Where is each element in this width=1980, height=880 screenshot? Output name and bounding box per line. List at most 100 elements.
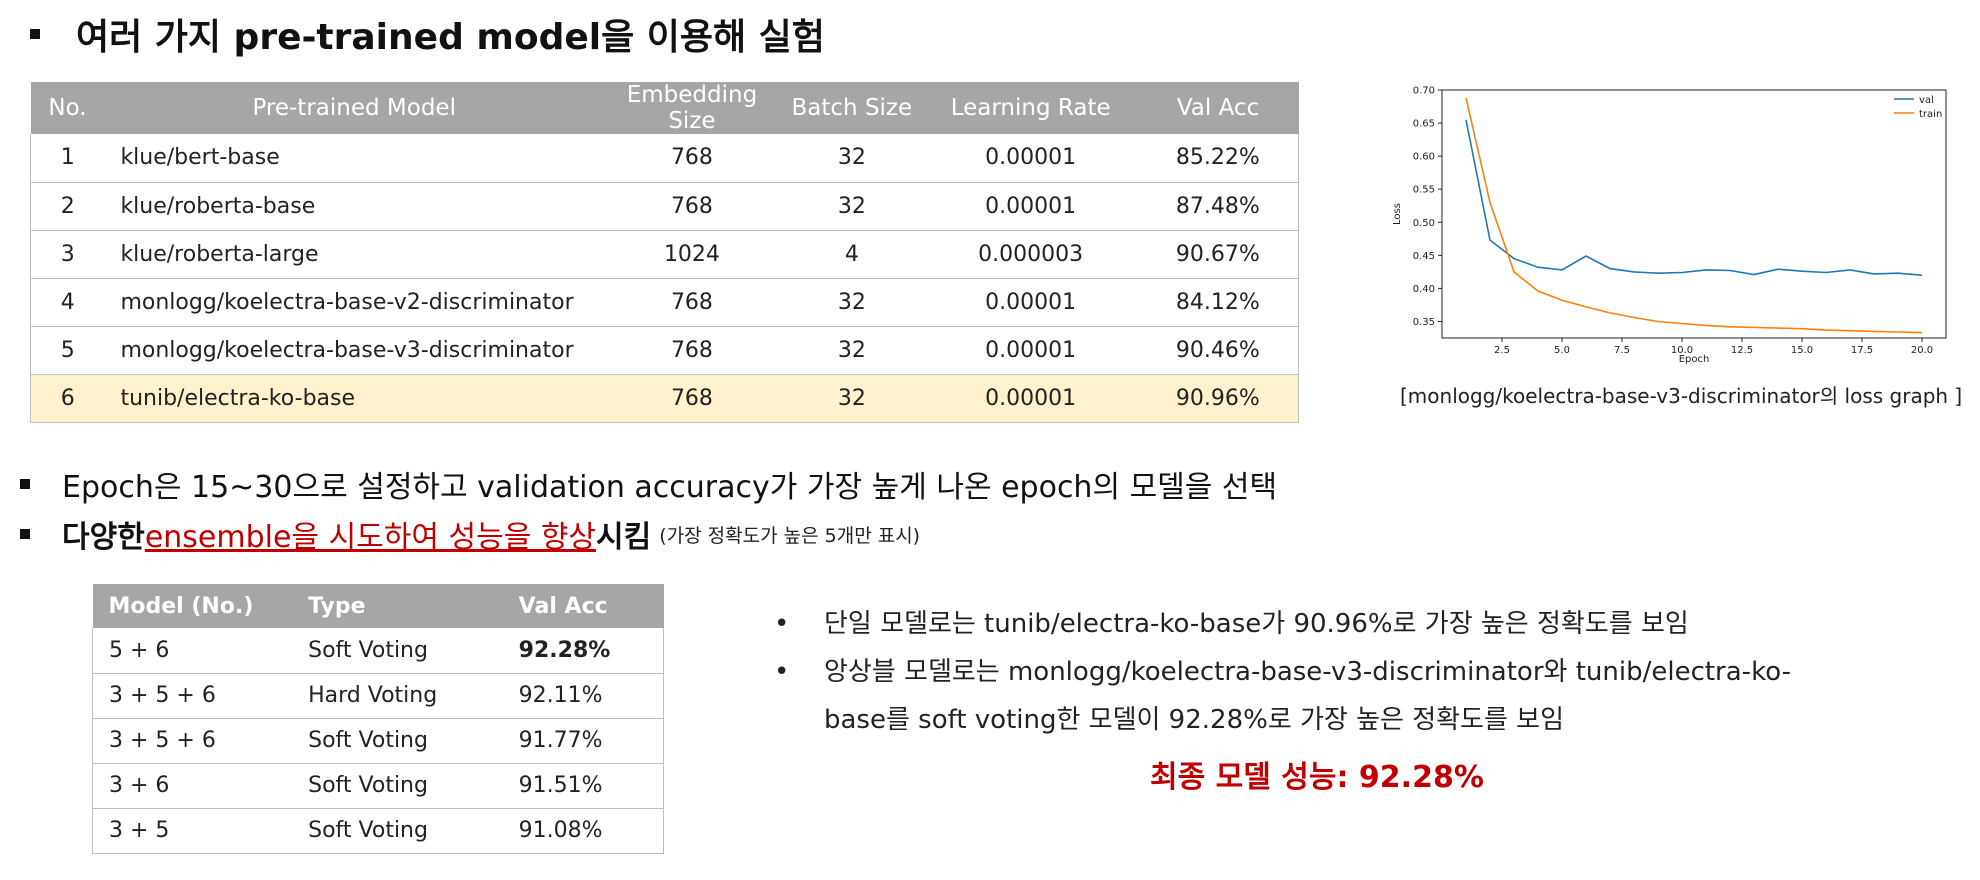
cell-val-acc: 91.08%: [502, 808, 664, 854]
table-row: 3 klue/roberta-large 1024 4 0.000003 90.…: [30, 230, 1299, 279]
chart-series: [1465, 97, 1923, 334]
model-table-header-embedding: Embedding Size: [603, 82, 780, 134]
table-row-highlighted: 6 tunib/electra-ko-base 768 32 0.00001 9…: [30, 374, 1299, 423]
cell-no: 2: [30, 182, 105, 231]
cell-learning-rate: 0.00001: [923, 278, 1138, 327]
cell-batch-size: 32: [779, 374, 924, 423]
legend-label-train: train: [1919, 109, 1942, 120]
cell-embedding-size: 768: [603, 134, 780, 183]
round-bullet-icon: •: [774, 609, 790, 639]
bullet-epoch-selection: Epoch은 15~30으로 설정하고 validation accuracy가…: [20, 462, 1277, 506]
y-tick-label: 0.55: [1413, 185, 1435, 196]
cell-model-name: klue/roberta-large: [104, 230, 604, 279]
ensemble-table-header-row: Model (No.) Type Val Acc: [92, 584, 664, 628]
legend-label-val: val: [1919, 95, 1934, 106]
cell-learning-rate: 0.00001: [923, 182, 1138, 231]
square-bullet-icon: [30, 29, 40, 39]
slide-title: 여러 가지 pre-trained model을 이용해 실험: [30, 8, 825, 60]
chart-y-axis: 0.35 0.40 0.45 0.50 0.55 0.60 0.65 0.70: [1413, 86, 1442, 328]
cell-type: Hard Voting: [292, 673, 503, 719]
bullet-epoch-text: Epoch은 15~30으로 설정하고 validation accuracy가…: [62, 470, 1278, 505]
cell-models: 3 + 5 + 6: [92, 718, 293, 764]
note-line: 단일 모델로는 tunib/electra-ko-base가 90.96%로 가…: [824, 609, 1689, 639]
x-tick-label: 12.5: [1731, 345, 1753, 356]
ensemble-table: Model (No.) Type Val Acc 5 + 6 Soft Voti…: [92, 584, 664, 854]
cell-val-acc: 90.67%: [1137, 230, 1299, 279]
cell-learning-rate: 0.00001: [923, 326, 1138, 375]
x-tick-label: 10.0: [1671, 345, 1693, 356]
cell-model-name: monlogg/koelectra-base-v3-discriminator: [104, 326, 604, 375]
cell-type: Soft Voting: [292, 808, 503, 854]
result-notes: • 단일 모델로는 tunib/electra-ko-base가 90.96%로…: [770, 600, 1930, 744]
cell-val-acc: 92.28%: [502, 628, 664, 674]
x-tick-label: 5.0: [1554, 345, 1570, 356]
note-single-model: • 단일 모델로는 tunib/electra-ko-base가 90.96%로…: [770, 600, 1930, 648]
cell-batch-size: 32: [779, 278, 924, 327]
bullet-ensemble-highlight: ensemble을 시도하여 성능을 향상: [144, 520, 597, 555]
y-tick-label: 0.70: [1413, 86, 1435, 97]
cell-model-name: klue/bert-base: [104, 134, 604, 183]
table-row: 3 + 5 + 6 Hard Voting 92.11%: [92, 673, 664, 719]
cell-no: 5: [30, 326, 105, 375]
cell-embedding-size: 768: [603, 326, 780, 375]
cell-val-acc: 91.51%: [502, 763, 664, 809]
cell-model-name: tunib/electra-ko-base: [104, 374, 604, 423]
cell-val-acc: 92.11%: [502, 673, 664, 719]
cell-embedding-size: 1024: [603, 230, 780, 279]
series-line-val: [1465, 119, 1923, 276]
cell-learning-rate: 0.00001: [923, 134, 1138, 183]
note-line: base를 soft voting한 모델이 92.28%로 가장 높은 정확도…: [824, 705, 1564, 735]
cell-model-name: klue/roberta-base: [104, 182, 604, 231]
table-row: 2 klue/roberta-base 768 32 0.00001 87.48…: [30, 182, 1299, 231]
square-bullet-icon: [20, 479, 30, 489]
table-row: 3 + 5 + 6 Soft Voting 91.77%: [92, 718, 664, 764]
model-table-header-lr: Learning Rate: [923, 82, 1138, 134]
y-tick-label: 0.45: [1413, 251, 1435, 262]
cell-val-acc: 87.48%: [1137, 182, 1299, 231]
table-row: 3 + 5 Soft Voting 91.08%: [92, 808, 664, 854]
cell-no: 4: [30, 278, 105, 327]
cell-val-acc: 85.22%: [1137, 134, 1299, 183]
chart-legend: val train: [1894, 95, 1942, 120]
square-bullet-icon: [20, 529, 30, 539]
pretrained-model-table: No. Pre-trained Model Embedding Size Bat…: [30, 82, 1299, 423]
cell-batch-size: 32: [779, 182, 924, 231]
x-tick-label: 7.5: [1614, 345, 1630, 356]
table-row: 3 + 6 Soft Voting 91.51%: [92, 763, 664, 809]
bullet-ensemble: 다양한 ensemble을 시도하여 성능을 향상 시킴 (가장 정확도가 높은…: [20, 512, 920, 556]
chart-y-axis-label: Loss: [1392, 203, 1403, 225]
ensemble-header-type: Type: [292, 584, 503, 628]
cell-no: 1: [30, 134, 105, 183]
cell-val-acc: 90.46%: [1137, 326, 1299, 375]
bullet-ensemble-post: 시킴: [596, 520, 652, 555]
x-tick-label: 2.5: [1494, 345, 1510, 356]
y-tick-label: 0.60: [1413, 152, 1435, 163]
cell-model-name: monlogg/koelectra-base-v2-discriminator: [104, 278, 604, 327]
y-tick-label: 0.50: [1413, 218, 1435, 229]
cell-learning-rate: 0.000003: [923, 230, 1138, 279]
chart-x-axis: 2.5 5.0 7.5 10.0 12.5 15.0 17.5 20.0: [1494, 338, 1933, 356]
chart-plot-frame: [1441, 89, 1947, 339]
model-table-header-batch: Batch Size: [779, 82, 924, 134]
cell-models: 5 + 6: [92, 628, 293, 674]
chart-x-axis-label: Epoch: [1679, 354, 1710, 365]
cell-learning-rate: 0.00001: [923, 374, 1138, 423]
model-table-header-model: Pre-trained Model: [104, 82, 604, 134]
cell-val-acc: 90.96%: [1137, 374, 1299, 423]
slide-title-text: 여러 가지 pre-trained model을 이용해 실험: [76, 17, 825, 58]
table-row: 4 monlogg/koelectra-base-v2-discriminato…: [30, 278, 1299, 327]
bullet-ensemble-pre: 다양한: [62, 520, 145, 555]
series-line-train: [1465, 97, 1923, 334]
cell-models: 3 + 5: [92, 808, 293, 854]
table-row: 5 + 6 Soft Voting 92.28%: [92, 628, 664, 674]
x-tick-label: 17.5: [1851, 345, 1873, 356]
chart-caption: [monlogg/koelectra-base-v3-discriminator…: [1400, 384, 1963, 408]
model-table-header-row: No. Pre-trained Model Embedding Size Bat…: [30, 82, 1299, 134]
cell-models: 3 + 6: [92, 763, 293, 809]
final-model-performance: 최종 모델 성능: 92.28%: [1150, 760, 1484, 795]
x-tick-label: 15.0: [1791, 345, 1813, 356]
ensemble-header-valacc: Val Acc: [502, 584, 664, 628]
note-line: 앙상블 모델로는 monlogg/koelectra-base-v3-discr…: [824, 657, 1791, 687]
cell-batch-size: 4: [779, 230, 924, 279]
table-row: 5 monlogg/koelectra-base-v3-discriminato…: [30, 326, 1299, 375]
